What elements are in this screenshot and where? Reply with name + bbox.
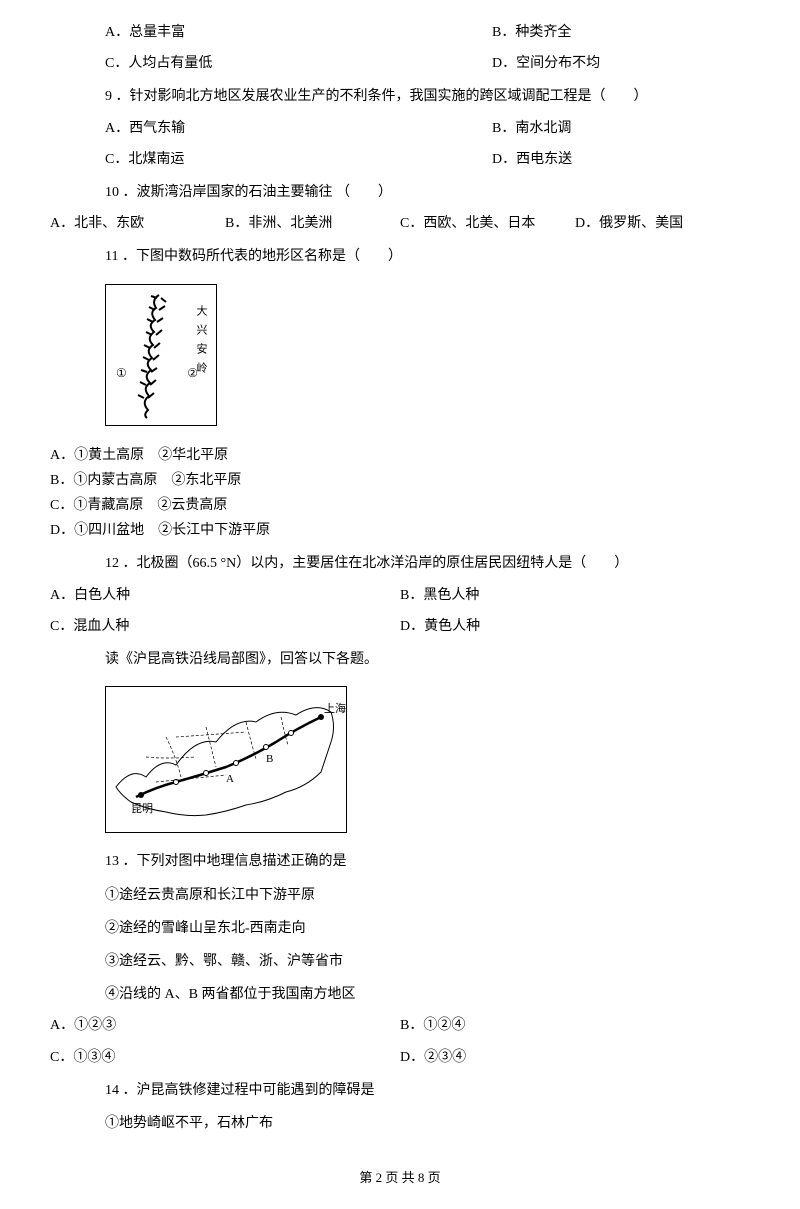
option-12a: A．白色人种 xyxy=(50,583,400,608)
option-12b: B．黑色人种 xyxy=(400,583,750,608)
option-a: A．总量丰富 xyxy=(105,20,492,45)
option-12d: D．黄色人种 xyxy=(400,614,750,639)
question-11-stem: 11 ．下图中数码所代表的地形区名称是（ ） xyxy=(70,244,750,269)
option-b: B．种类齐全 xyxy=(492,20,750,45)
option-d: D．空间分布不均 xyxy=(492,51,750,76)
q13-sub3: ③途经云、黔、鄂、赣、浙、沪等省市 xyxy=(70,949,750,974)
map-svg-icon: 昆明 上海 A B xyxy=(106,687,346,832)
q13-sub1: ①途经云贵高原和长江中下游平原 xyxy=(70,883,750,908)
question-10-stem: 10 ．波斯湾沿岸国家的石油主要输往 （ ） xyxy=(70,180,750,205)
option-10c: C．西欧、北美、日本 xyxy=(400,211,575,236)
map-label-b: B xyxy=(266,753,273,765)
option-11d: D．①四川盆地 ②长江中下游平原 xyxy=(50,518,750,543)
figure-label-1: ① xyxy=(116,363,127,385)
option-13d: D．②③④ xyxy=(400,1045,750,1070)
question-12-stem: 12 ．北极圈（66.5 °N）以内，主要居住在北冰洋沿岸的原住居民因纽特人是（… xyxy=(70,551,750,576)
option-10a: A．北非、东欧 xyxy=(50,211,225,236)
option-9a: A．西气东输 xyxy=(105,116,492,141)
option-10b: B．非洲、北美洲 xyxy=(225,211,400,236)
option-c: C．人均占有量低 xyxy=(105,51,492,76)
q13-sub4: ④沿线的 A、B 两省都位于我国南方地区 xyxy=(70,982,750,1007)
option-10d: D．俄罗斯、美国 xyxy=(575,211,750,236)
figure-11: ① ② 大兴安岭 xyxy=(105,284,217,426)
option-13c: C．①③④ xyxy=(50,1045,400,1070)
option-11c: C．①青藏高原 ②云贵高原 xyxy=(50,493,750,518)
option-12c: C．混血人种 xyxy=(50,614,400,639)
question-9-stem: 9 ．针对影响北方地区发展农业生产的不利条件，我国实施的跨区域调配工程是（ ） xyxy=(70,84,750,109)
option-11a: A．①黄土高原 ②华北平原 xyxy=(50,443,750,468)
option-13a: A．①②③ xyxy=(50,1013,400,1038)
option-11b: B．①内蒙古高原 ②东北平原 xyxy=(50,468,750,493)
q13-sub2: ②途经的雪峰山呈东北-西南走向 xyxy=(70,916,750,941)
mountain-range-icon xyxy=(131,290,186,420)
option-9c: C．北煤南运 xyxy=(105,147,492,172)
page-footer: 第 2 页 共 8 页 xyxy=(50,1166,750,1189)
map-label-a: A xyxy=(226,773,234,785)
question-13-stem: 13 ．下列对图中地理信息描述正确的是 xyxy=(70,849,750,874)
option-9d: D．西电东送 xyxy=(492,147,750,172)
figure-map: 昆明 上海 A B xyxy=(105,686,347,833)
map-label-shanghai: 上海 xyxy=(324,701,346,715)
reading-instruction: 读《沪昆高铁沿线局部图》，回答以下各题。 xyxy=(70,647,750,672)
map-label-kunming: 昆明 xyxy=(131,802,153,815)
figure-text: 大兴安岭 xyxy=(190,305,210,381)
option-13b: B．①②④ xyxy=(400,1013,750,1038)
question-14-stem: 14 ．沪昆高铁修建过程中可能遇到的障碍是 xyxy=(70,1078,750,1103)
q14-sub1: ①地势崎岖不平，石林广布 xyxy=(70,1111,750,1136)
option-9b: B．南水北调 xyxy=(492,116,750,141)
